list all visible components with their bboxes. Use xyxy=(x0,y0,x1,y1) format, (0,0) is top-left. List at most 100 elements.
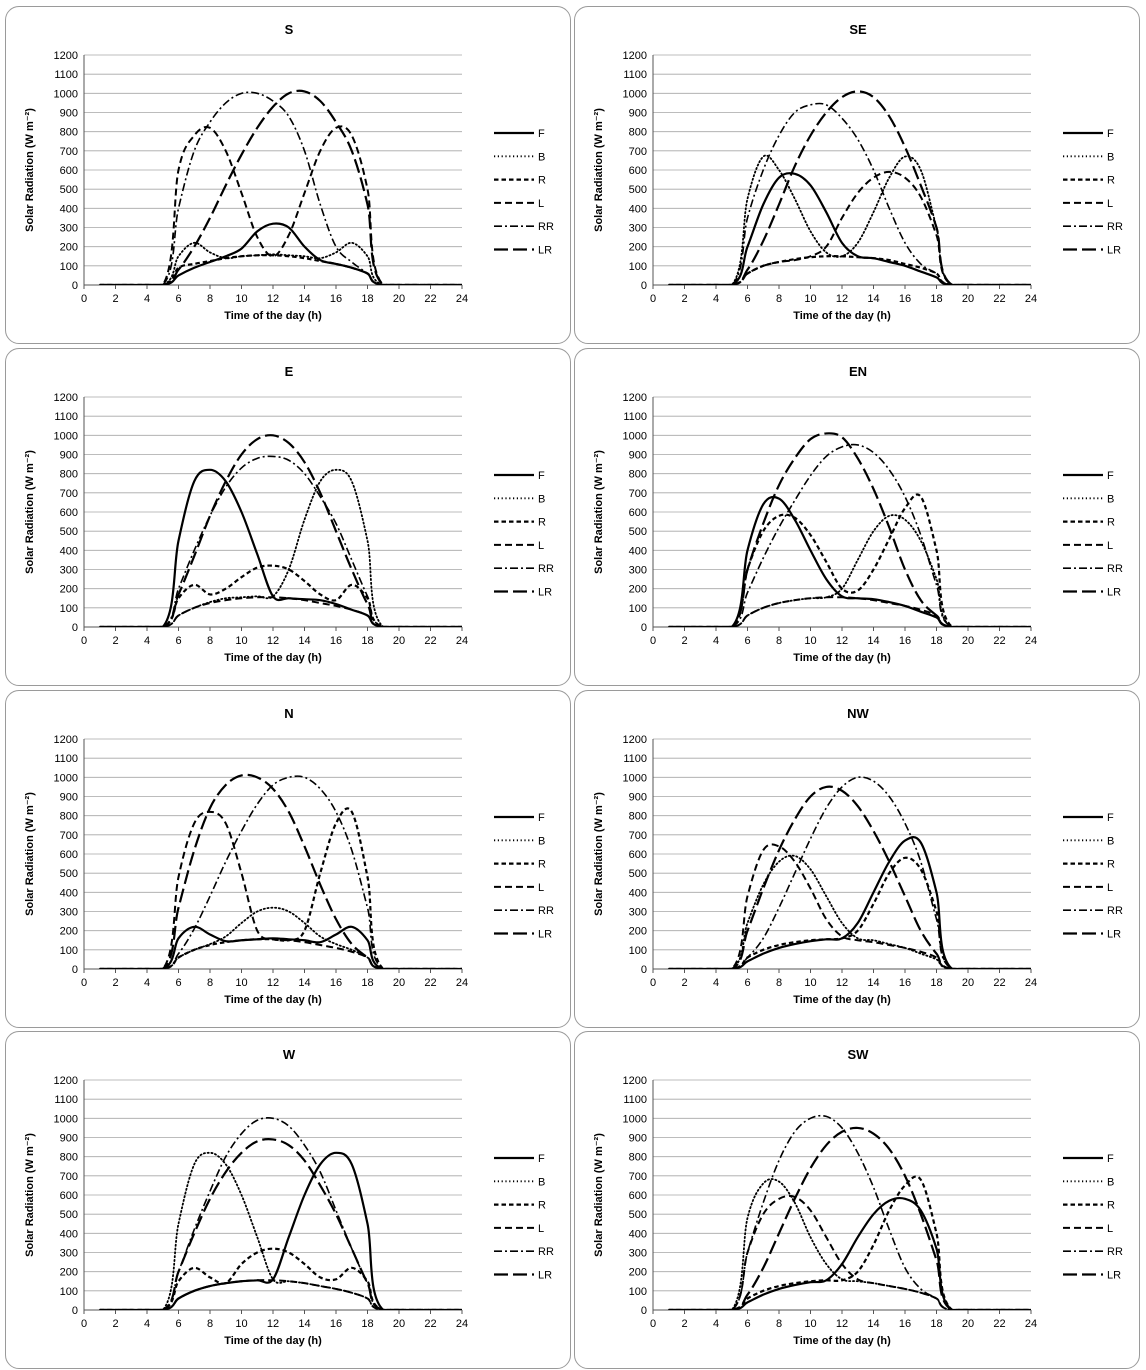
y-tick-label: 900 xyxy=(60,792,78,804)
y-tick-label: 300 xyxy=(60,907,78,919)
x-tick-label: 14 xyxy=(867,977,879,989)
y-tick-label: 1000 xyxy=(54,88,78,100)
y-tick-label: 700 xyxy=(60,1171,78,1183)
series-line-f xyxy=(668,1196,1031,1310)
y-tick-label: 400 xyxy=(60,545,78,557)
x-tick-label: 20 xyxy=(393,293,405,305)
x-tick-label: 12 xyxy=(267,293,279,305)
x-tick-label: 22 xyxy=(993,977,1005,989)
legend-label-lr: LR xyxy=(538,245,552,257)
series-line-r xyxy=(99,1247,462,1310)
legend-label-b: B xyxy=(538,1176,545,1188)
y-tick-label: 500 xyxy=(60,184,78,196)
y-axis-label: Solar Radiation (W m⁻²) xyxy=(24,450,36,574)
chart-panel-sw: SW 0 100 200 300 400 500 600 700 800 900 1000 1100 12… xyxy=(574,1031,1140,1369)
x-tick-label: 22 xyxy=(993,635,1005,647)
x-tick-label: 8 xyxy=(207,293,213,305)
x-tick-label: 6 xyxy=(175,293,181,305)
y-tick-label: 1000 xyxy=(623,430,647,442)
x-tick-label: 16 xyxy=(330,635,342,647)
series-line-lr xyxy=(668,90,1031,285)
x-tick-label: 12 xyxy=(267,1318,279,1330)
x-tick-label: 16 xyxy=(899,977,911,989)
x-tick-label: 22 xyxy=(424,635,436,647)
x-tick-label: 8 xyxy=(776,293,782,305)
y-tick-label: 200 xyxy=(60,926,78,938)
x-tick-label: 14 xyxy=(298,293,310,305)
chart-svg: SE01002003004005006007008009001000110012… xyxy=(593,22,1123,322)
y-tick-label: 0 xyxy=(72,622,78,634)
y-tick-label: 500 xyxy=(629,868,647,880)
chart-svg: EN01002003004005006007008009001000110012… xyxy=(593,364,1123,664)
y-tick-label: 200 xyxy=(60,242,78,254)
y-axis-label: Solar Radiation (W m⁻²) xyxy=(593,1133,605,1257)
y-tick-label: 1000 xyxy=(54,1113,78,1125)
y-tick-label: 800 xyxy=(629,127,647,139)
legend-label-rr: RR xyxy=(538,1246,554,1258)
legend-label-f: F xyxy=(538,812,545,824)
series-line-lr xyxy=(99,773,462,969)
x-tick-label: 8 xyxy=(207,1318,213,1330)
y-tick-label: 0 xyxy=(641,622,647,634)
y-tick-label: 1200 xyxy=(623,50,647,62)
y-tick-label: 1100 xyxy=(623,1094,647,1106)
y-tick-label: 1200 xyxy=(54,734,78,746)
legend-label-f: F xyxy=(538,470,545,482)
y-tick-label: 300 xyxy=(60,565,78,577)
x-tick-label: 10 xyxy=(235,1318,247,1330)
y-tick-label: 1200 xyxy=(623,1075,647,1087)
y-axis-label: Solar Radiation (W m⁻²) xyxy=(24,792,36,916)
legend-label-l: L xyxy=(1107,1223,1113,1235)
x-axis-label: Time of the day (h) xyxy=(224,652,322,664)
x-tick-label: 18 xyxy=(930,293,942,305)
x-tick-label: 16 xyxy=(330,977,342,989)
x-tick-label: 2 xyxy=(112,1318,118,1330)
y-tick-label: 1100 xyxy=(54,753,78,765)
y-tick-label: 600 xyxy=(60,1190,78,1202)
series-line-r xyxy=(99,254,462,285)
y-tick-label: 1100 xyxy=(54,69,78,81)
x-tick-label: 18 xyxy=(361,1318,373,1330)
x-tick-label: 22 xyxy=(424,977,436,989)
legend-label-r: R xyxy=(538,175,546,187)
y-tick-label: 900 xyxy=(629,792,647,804)
legend-label-l: L xyxy=(1107,540,1113,552)
series-line-f xyxy=(668,172,1031,285)
y-tick-label: 800 xyxy=(60,469,78,481)
legend-label-f: F xyxy=(538,1153,545,1165)
x-tick-label: 22 xyxy=(993,1318,1005,1330)
y-axis-label: Solar Radiation (W m⁻²) xyxy=(24,108,36,232)
series-line-rr xyxy=(668,102,1031,285)
y-tick-label: 100 xyxy=(629,261,647,273)
x-axis-label: Time of the day (h) xyxy=(224,1335,322,1347)
x-tick-label: 24 xyxy=(456,293,468,305)
chart-panel-e: E 0 100 200 300 400 500 600 700 800 900 1000 1100 120… xyxy=(5,348,571,686)
x-tick-label: 4 xyxy=(713,635,719,647)
x-axis-label: Time of the day (h) xyxy=(224,994,322,1006)
x-tick-label: 2 xyxy=(681,293,687,305)
series-line-l xyxy=(99,1279,462,1310)
y-tick-label: 500 xyxy=(629,1209,647,1221)
legend-label-b: B xyxy=(1107,835,1114,847)
chart-title: SE xyxy=(849,22,867,37)
y-tick-label: 800 xyxy=(60,811,78,823)
x-axis-label: Time of the day (h) xyxy=(793,310,891,322)
y-tick-label: 1100 xyxy=(54,411,78,423)
series-line-l xyxy=(668,843,1031,969)
y-tick-label: 700 xyxy=(629,488,647,500)
x-tick-label: 22 xyxy=(424,1318,436,1330)
legend-label-f: F xyxy=(538,128,545,140)
legend-label-lr: LR xyxy=(1107,587,1121,599)
x-tick-label: 4 xyxy=(144,1318,150,1330)
y-tick-label: 400 xyxy=(629,545,647,557)
y-tick-label: 0 xyxy=(641,280,647,292)
chart-title: SW xyxy=(848,1047,870,1062)
x-tick-label: 16 xyxy=(899,293,911,305)
legend-label-r: R xyxy=(1107,517,1115,529)
x-tick-label: 4 xyxy=(713,977,719,989)
legend-label-l: L xyxy=(1107,882,1113,894)
legend-label-rr: RR xyxy=(1107,905,1123,917)
y-tick-label: 700 xyxy=(629,830,647,842)
series-line-r xyxy=(99,564,462,627)
y-tick-label: 600 xyxy=(629,849,647,861)
